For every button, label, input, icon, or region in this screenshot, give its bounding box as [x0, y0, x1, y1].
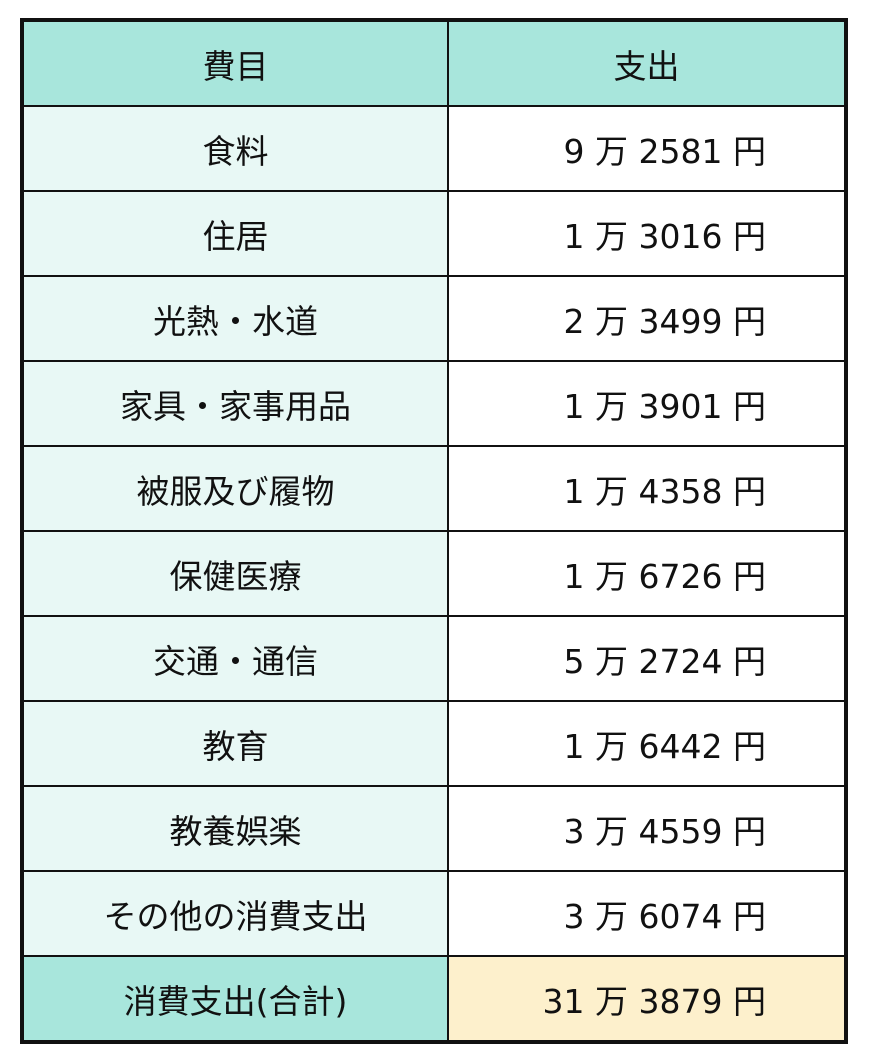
table-row: 家具・家事用品 1 万 3901 円: [21, 360, 847, 447]
category-cell: 被服及び履物: [21, 445, 449, 532]
table-row: 交通・通信 5 万 2724 円: [21, 615, 847, 702]
table-row: 被服及び履物 1 万 4358 円: [21, 445, 847, 532]
expense-cell: 3 万 4559 円: [447, 785, 847, 872]
table-row: 食料 9 万 2581 円: [21, 105, 847, 192]
expense-table: 費目 支出 食料 9 万 2581 円住居 1 万 3016 円光熱・水道 2 万 3…: [20, 18, 848, 1044]
expense-cell: 2 万 3499 円: [447, 275, 847, 362]
category-cell: 教育: [21, 700, 449, 787]
expense-cell: 5 万 2724 円: [447, 615, 847, 702]
category-cell: その他の消費支出: [21, 870, 449, 957]
table-row: 教育 1 万 6442 円: [21, 700, 847, 787]
header-row: 費目 支出: [21, 19, 847, 107]
total-category-cell: 消費支出(合計): [21, 955, 449, 1043]
category-cell: 教養娯楽: [21, 785, 449, 872]
expense-cell: 1 万 3901 円: [447, 360, 847, 447]
table-row: その他の消費支出 3 万 6074 円: [21, 870, 847, 957]
table-row: 住居 1 万 3016 円: [21, 190, 847, 277]
table-row: 教養娯楽 3 万 4559 円: [21, 785, 847, 872]
expense-cell: 3 万 6074 円: [447, 870, 847, 957]
expense-cell: 1 万 6726 円: [447, 530, 847, 617]
category-cell: 保健医療: [21, 530, 449, 617]
category-cell: 家具・家事用品: [21, 360, 449, 447]
expense-cell: 9 万 2581 円: [447, 105, 847, 192]
total-row: 消費支出(合計) 31 万 3879 円: [21, 955, 847, 1043]
table-row: 保健医療 1 万 6726 円: [21, 530, 847, 617]
header-expense: 支出: [447, 19, 847, 107]
expense-cell: 1 万 4358 円: [447, 445, 847, 532]
header-category: 費目: [21, 19, 449, 107]
expense-cell: 1 万 3016 円: [447, 190, 847, 277]
expense-cell: 1 万 6442 円: [447, 700, 847, 787]
category-cell: 光熱・水道: [21, 275, 449, 362]
table-row: 光熱・水道 2 万 3499 円: [21, 275, 847, 362]
category-cell: 住居: [21, 190, 449, 277]
category-cell: 食料: [21, 105, 449, 192]
total-expense-cell: 31 万 3879 円: [447, 955, 847, 1043]
category-cell: 交通・通信: [21, 615, 449, 702]
